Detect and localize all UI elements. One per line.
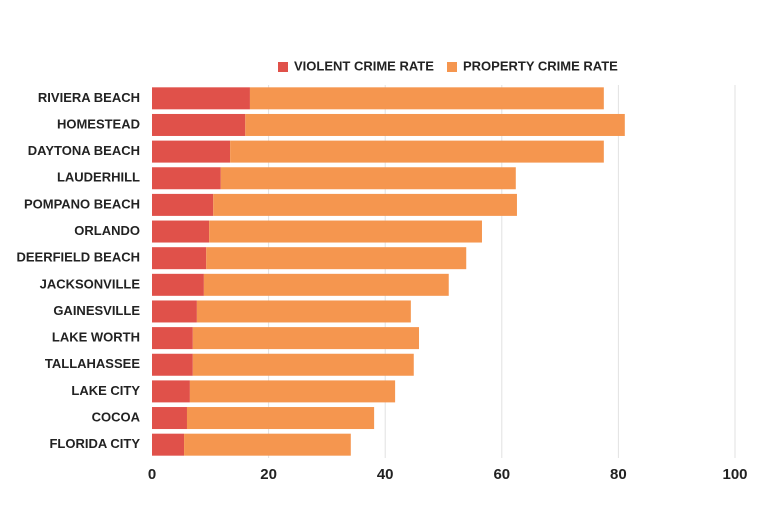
y-tick-label: DEERFIELD BEACH [16,250,140,265]
legend-swatch [447,62,457,72]
bar-segment [152,327,193,350]
x-tick-label: 80 [610,466,627,483]
x-tick-label: 40 [377,466,394,483]
bar-segment [152,353,193,376]
bar-segment [192,327,420,350]
bar-segment [152,300,197,323]
bar-segment [152,380,190,403]
bar-segment [206,247,467,270]
bar-segment [220,167,516,190]
bar-segment [186,407,375,430]
y-tick-label: POMPANO BEACH [24,196,140,211]
y-tick-label: LAUDERHILL [57,170,140,185]
x-tick-label: 60 [493,466,510,483]
bar-segment [152,247,207,270]
bar-segment [152,193,214,216]
y-tick-label: RIVIERA BEACH [38,90,140,105]
y-tick-label: LAKE WORTH [52,330,140,345]
bar-segment [152,87,250,110]
bar-segment [249,87,604,110]
bar-segment [152,407,187,430]
y-tick-label: GAINESVILLE [53,303,140,318]
bar-segment [152,273,204,296]
bar-segment [152,113,246,136]
bar-segment [245,113,625,136]
bar-segment [203,273,449,296]
x-tick-label: 100 [722,466,747,483]
x-tick-label: 0 [148,466,156,483]
legend-label: PROPERTY CRIME RATE [463,58,618,73]
bar-segment [230,140,604,163]
bar-segment [184,433,351,456]
x-tick-label: 20 [260,466,277,483]
y-tick-label: HOMESTEAD [57,116,140,131]
bar-segment [196,300,411,323]
bar-segment [152,140,231,163]
bar-segment [152,220,210,243]
bar-segment [152,433,185,456]
bar-segment [213,193,517,216]
y-tick-label: JACKSONVILLE [40,276,141,291]
bar-segment [152,167,221,190]
y-tick-label: ORLANDO [74,223,140,238]
legend-swatch [278,62,288,72]
y-tick-label: FLORIDA CITY [49,436,140,451]
y-tick-label: COCOA [92,409,141,424]
legend-label: VIOLENT CRIME RATE [294,58,434,73]
bar-segment [192,353,414,376]
y-tick-label: LAKE CITY [71,383,140,398]
bar-segment [209,220,482,243]
y-tick-label: DAYTONA BEACH [28,143,140,158]
y-tick-label: TALLAHASSEE [45,356,140,371]
bar-segment [189,380,396,403]
